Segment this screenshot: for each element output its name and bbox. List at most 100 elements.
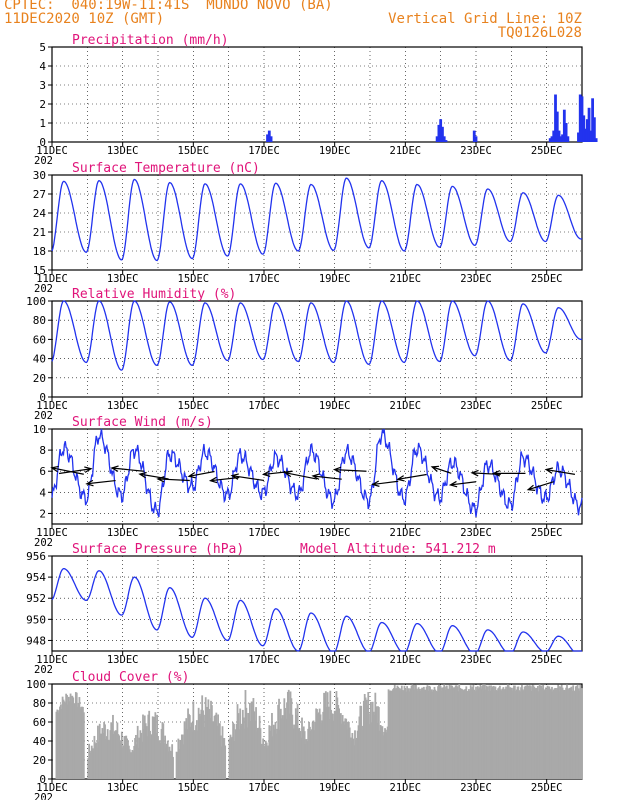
- panel-3: 2 4 6 8 10 11DEC 13DEC 15DEC 17DEC 19DEC 21DEC 23DE…: [33, 415, 583, 549]
- x-tick-label: 15DEC: [178, 400, 210, 412]
- x-tick-label: 19DEC: [319, 782, 351, 794]
- precip-bar: [578, 94, 582, 142]
- x-tick-label: 15DEC: [178, 654, 210, 666]
- y-tick-label: 27: [33, 188, 46, 201]
- x-tick-label: 21DEC: [390, 400, 422, 412]
- x-tick-label: 19DEC: [319, 273, 351, 285]
- wind-vector: [371, 480, 399, 487]
- header-code: TQ0126L028: [497, 25, 582, 41]
- panel-frame: [51, 46, 583, 143]
- x-tick-label: 25DEC: [531, 527, 563, 539]
- x-tick-label: 23DEC: [460, 400, 492, 412]
- cloud-bar: [82, 712, 85, 779]
- x-tick-label: 23DEC: [460, 273, 492, 285]
- x-tick-label: 17DEC: [248, 273, 280, 285]
- x-year-label: 202: [34, 155, 53, 167]
- precip-bar: [555, 111, 559, 142]
- x-tick-label: 11DEC: [36, 273, 68, 285]
- y-tick-label: 2: [39, 507, 46, 520]
- x-tick-label: 17DEC: [248, 782, 280, 794]
- x-tick-label: 15DEC: [178, 145, 210, 157]
- y-tick-label: 24: [33, 207, 47, 220]
- y-tick-label: 18: [33, 245, 46, 258]
- x-tick-label: 25DEC: [531, 145, 563, 157]
- y-tick-label: 20: [33, 754, 46, 767]
- precip-bar: [444, 140, 448, 142]
- y-tick-label: 30: [33, 169, 46, 182]
- panel-title: Relative Humidity (%): [72, 287, 236, 302]
- y-tick-label: 4: [39, 486, 46, 499]
- y-tick-label: 948: [26, 634, 46, 647]
- x-tick-label: 19DEC: [319, 654, 351, 666]
- series-line: [51, 300, 583, 371]
- y-tick-label: 954: [26, 571, 46, 584]
- y-tick-label: 4: [39, 60, 46, 73]
- x-year-label: 202: [34, 283, 53, 295]
- x-tick-label: 23DEC: [460, 527, 492, 539]
- precip-bar: [442, 136, 446, 142]
- wind-vector: [156, 475, 190, 483]
- series-line: [51, 177, 583, 262]
- y-tick-label: 5: [39, 41, 46, 54]
- series-line: [51, 428, 583, 518]
- x-tick-label: 17DEC: [248, 654, 280, 666]
- x-tick-label: 21DEC: [390, 145, 422, 157]
- x-tick-label: 13DEC: [107, 400, 139, 412]
- wind-vector: [230, 473, 265, 482]
- precip-bar: [435, 136, 439, 142]
- x-tick-label: 15DEC: [178, 273, 210, 285]
- y-tick-label: 15: [33, 264, 46, 277]
- panel-1: 15 18 21 24 27 30 11DEC 13DEC 15DEC 17DEC 19DEC 21D…: [33, 161, 583, 295]
- x-tick-label: 15DEC: [178, 782, 210, 794]
- precip-bar: [584, 128, 587, 142]
- header-station: CPTEC: 040:19W-11:41S MUNDO NOVO (BA): [4, 0, 333, 13]
- x-tick-label: 17DEC: [248, 145, 280, 157]
- x-tick-label: 19DEC: [319, 400, 351, 412]
- wind-vector: [544, 467, 576, 475]
- precip-bar: [577, 132, 580, 142]
- x-year-label: 202: [34, 537, 53, 549]
- precip-bar: [559, 136, 563, 142]
- precip-bar: [267, 130, 271, 142]
- x-tick-label: 13DEC: [107, 145, 139, 157]
- x-tick-label: 25DEC: [531, 400, 563, 412]
- y-tick-label: 80: [33, 314, 46, 327]
- wind-vector: [430, 465, 452, 474]
- panel-title: Surface Wind (m/s): [72, 415, 213, 430]
- wind-vector: [332, 466, 367, 474]
- y-tick-label: 40: [33, 735, 46, 748]
- panel-title: Cloud Cover (%): [72, 670, 189, 685]
- y-tick-label: 21: [33, 226, 46, 239]
- y-tick-label: 40: [33, 353, 46, 366]
- precip-bar: [557, 130, 561, 142]
- panel-frame: [51, 300, 583, 398]
- x-tick-label: 25DEC: [531, 782, 563, 794]
- wind-vector: [138, 471, 169, 480]
- y-tick-label: 6: [39, 465, 46, 478]
- precip-bar: [594, 138, 598, 142]
- x-tick-label: 23DEC: [460, 654, 492, 666]
- precip-bar: [591, 98, 594, 142]
- y-tick-label: 952: [26, 592, 46, 605]
- x-tick-label: 19DEC: [319, 527, 351, 539]
- x-tick-label: 21DEC: [390, 527, 422, 539]
- wind-vector: [311, 473, 342, 480]
- x-tick-label: 17DEC: [248, 400, 280, 412]
- wind-vector: [85, 479, 116, 487]
- y-tick-label: 60: [33, 716, 46, 729]
- y-tick-label: 0: [39, 391, 46, 404]
- precip-bar: [566, 136, 570, 142]
- panel-2: 0 20 40 60 80 100 11DEC 13DEC 15DEC 17DEC 19DEC 21D…: [26, 287, 583, 422]
- precip-bar: [550, 136, 554, 142]
- precip-bar: [548, 138, 552, 142]
- y-tick-label: 0: [39, 773, 46, 786]
- x-tick-label: 13DEC: [107, 527, 139, 539]
- y-tick-label: 20: [33, 372, 46, 385]
- x-tick-label: 11DEC: [36, 782, 68, 794]
- y-tick-label: 956: [26, 550, 46, 563]
- precip-bar: [554, 94, 557, 142]
- y-tick-label: 1: [39, 117, 46, 130]
- wind-vector: [187, 470, 215, 479]
- x-tick-label: 23DEC: [460, 782, 492, 794]
